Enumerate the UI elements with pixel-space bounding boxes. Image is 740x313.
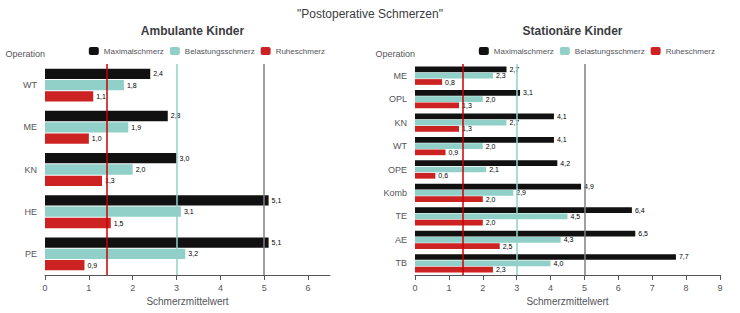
svg-text:1: 1 bbox=[446, 283, 451, 293]
svg-text:5,1: 5,1 bbox=[272, 197, 282, 204]
svg-text:OPE: OPE bbox=[388, 165, 407, 175]
svg-text:4,9: 4,9 bbox=[584, 183, 594, 191]
svg-text:Belastungsschmerz: Belastungsschmerz bbox=[575, 47, 645, 56]
svg-text:4,0: 4,0 bbox=[554, 260, 564, 267]
svg-text:4,2: 4,2 bbox=[560, 160, 570, 167]
svg-text:2,7: 2,7 bbox=[510, 66, 520, 73]
svg-text:Ruheschmerz: Ruheschmerz bbox=[276, 47, 325, 56]
svg-text:Ruheschmerz: Ruheschmerz bbox=[666, 47, 715, 56]
svg-text:1,0: 1,0 bbox=[92, 135, 102, 142]
svg-text:AE: AE bbox=[395, 235, 407, 245]
svg-text:Maximalschmerz: Maximalschmerz bbox=[494, 47, 554, 56]
svg-text:1,5: 1,5 bbox=[114, 220, 124, 227]
svg-text:9: 9 bbox=[717, 283, 722, 293]
svg-text:2,9: 2,9 bbox=[516, 189, 526, 196]
svg-text:8: 8 bbox=[684, 283, 689, 293]
svg-text:1,8: 1,8 bbox=[127, 82, 137, 89]
svg-text:4,3: 4,3 bbox=[564, 236, 574, 243]
svg-text:4: 4 bbox=[548, 283, 553, 293]
svg-text:WT: WT bbox=[393, 141, 407, 151]
svg-text:HE: HE bbox=[24, 207, 37, 217]
svg-text:Maximalschmerz: Maximalschmerz bbox=[104, 47, 164, 56]
svg-text:2,8: 2,8 bbox=[171, 112, 181, 119]
svg-text:2,0: 2,0 bbox=[486, 96, 496, 103]
svg-text:0: 0 bbox=[42, 283, 47, 293]
svg-text:5: 5 bbox=[262, 283, 267, 293]
svg-text:1,3: 1,3 bbox=[462, 102, 472, 109]
svg-text:TB: TB bbox=[395, 258, 407, 268]
svg-text:2,0: 2,0 bbox=[486, 143, 496, 150]
svg-text:Stationäre Kinder: Stationäre Kinder bbox=[522, 24, 622, 38]
svg-text:1,1: 1,1 bbox=[96, 93, 106, 100]
svg-text:1: 1 bbox=[86, 283, 91, 293]
svg-text:5: 5 bbox=[582, 283, 587, 293]
svg-text:2,3: 2,3 bbox=[496, 72, 506, 79]
svg-text:7,7: 7,7 bbox=[679, 253, 689, 260]
svg-text:0,9: 0,9 bbox=[449, 149, 459, 156]
svg-text:OPL: OPL bbox=[389, 94, 407, 104]
svg-text:ME: ME bbox=[24, 122, 38, 132]
svg-text:Belastungsschmerz: Belastungsschmerz bbox=[185, 47, 255, 56]
svg-text:TE: TE bbox=[395, 211, 407, 221]
svg-text:3,1: 3,1 bbox=[184, 208, 194, 215]
svg-text:3: 3 bbox=[174, 283, 179, 293]
svg-text:5,1: 5,1 bbox=[272, 239, 282, 246]
svg-text:2,0: 2,0 bbox=[486, 196, 496, 203]
svg-text:ME: ME bbox=[394, 71, 408, 81]
svg-text:0: 0 bbox=[412, 283, 417, 293]
svg-text:2,1: 2,1 bbox=[489, 166, 499, 173]
svg-text:3,2: 3,2 bbox=[188, 250, 198, 257]
svg-text:"Postoperative Schmerzen": "Postoperative Schmerzen" bbox=[297, 7, 443, 21]
svg-text:0,6: 0,6 bbox=[438, 172, 448, 179]
svg-text:Schmerzmittelwert: Schmerzmittelwert bbox=[526, 296, 608, 307]
svg-text:2,0: 2,0 bbox=[486, 219, 496, 226]
svg-text:2,7: 2,7 bbox=[510, 119, 520, 126]
svg-text:Ambulante Kinder: Ambulante Kinder bbox=[141, 24, 245, 38]
svg-text:2: 2 bbox=[480, 283, 485, 293]
svg-text:4,1: 4,1 bbox=[557, 113, 567, 120]
svg-text:2,4: 2,4 bbox=[153, 70, 163, 77]
svg-text:WT: WT bbox=[23, 80, 37, 90]
svg-text:KN: KN bbox=[394, 118, 407, 128]
svg-text:2,0: 2,0 bbox=[136, 166, 146, 173]
svg-text:PE: PE bbox=[25, 249, 37, 259]
svg-text:2: 2 bbox=[130, 283, 135, 293]
svg-text:1,3: 1,3 bbox=[462, 125, 472, 133]
svg-text:3,1: 3,1 bbox=[523, 89, 533, 96]
svg-text:6,5: 6,5 bbox=[638, 230, 648, 237]
svg-text:2,3: 2,3 bbox=[496, 266, 506, 273]
svg-text:6: 6 bbox=[306, 283, 311, 293]
svg-text:6: 6 bbox=[616, 283, 621, 293]
svg-text:6,4: 6,4 bbox=[635, 207, 645, 214]
svg-text:0,8: 0,8 bbox=[445, 79, 455, 86]
svg-text:Schmerzmittelwert: Schmerzmittelwert bbox=[146, 296, 228, 307]
svg-text:4,1: 4,1 bbox=[557, 136, 567, 143]
svg-text:3,0: 3,0 bbox=[180, 155, 190, 162]
svg-text:3: 3 bbox=[514, 283, 519, 293]
svg-text:Operation: Operation bbox=[375, 49, 415, 59]
svg-text:4: 4 bbox=[218, 283, 223, 293]
svg-text:7: 7 bbox=[650, 283, 655, 293]
svg-text:Operation: Operation bbox=[5, 49, 45, 59]
svg-text:2,5: 2,5 bbox=[503, 243, 513, 250]
svg-text:1,9: 1,9 bbox=[131, 124, 141, 131]
svg-text:1,3: 1,3 bbox=[105, 177, 115, 185]
svg-text:0,9: 0,9 bbox=[87, 262, 97, 269]
svg-text:4,5: 4,5 bbox=[571, 213, 581, 220]
svg-text:KN: KN bbox=[24, 165, 37, 175]
svg-text:Komb: Komb bbox=[383, 188, 407, 198]
